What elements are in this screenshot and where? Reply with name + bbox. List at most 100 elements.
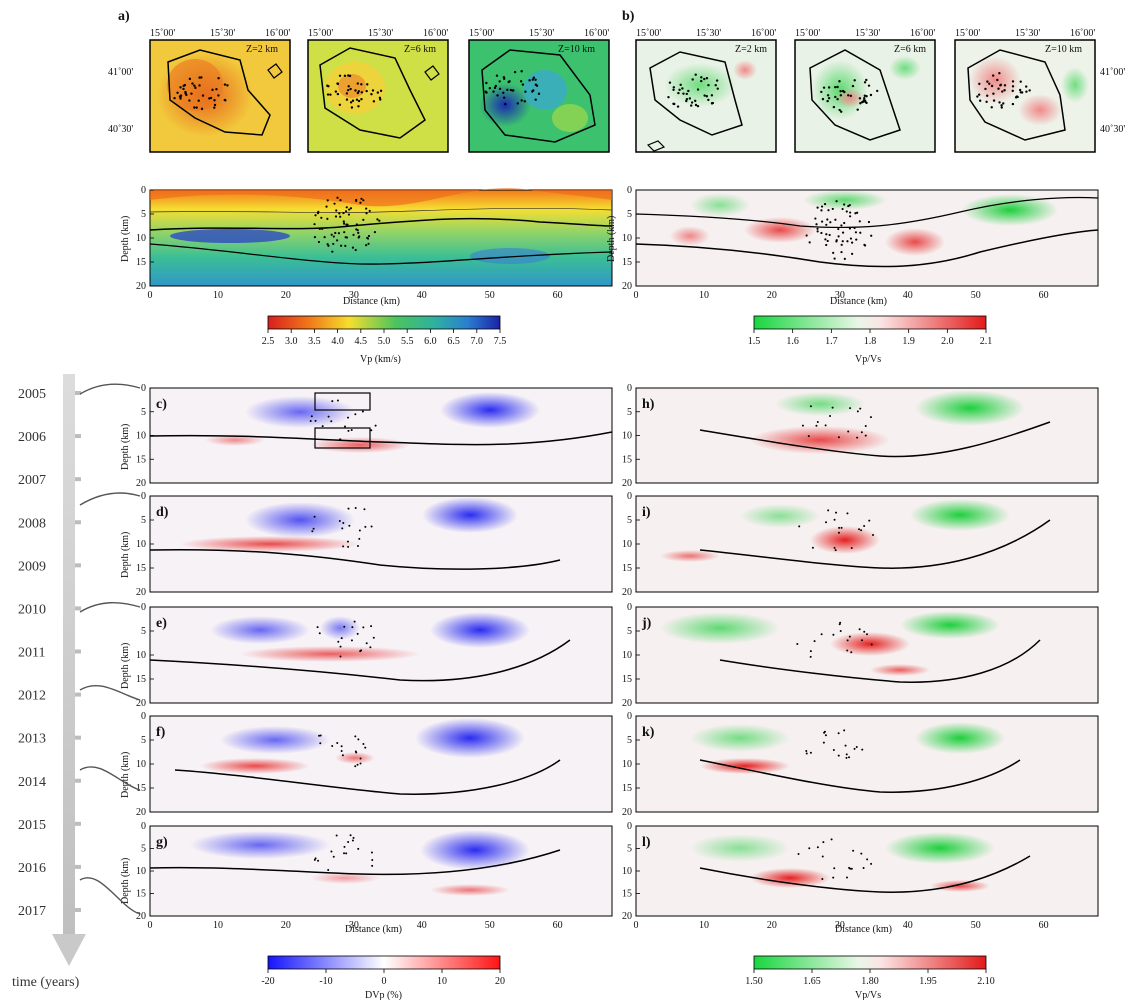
sec-vpvs-2-depth-tick: 0 bbox=[627, 602, 632, 613]
sec-b-distance-tick: 20 bbox=[767, 290, 777, 301]
panel-label-j: j) bbox=[641, 616, 652, 631]
map-b-annotations: 15˚00' 15˚30' 16˚00' 15˚00' 15˚30' 16˚00… bbox=[636, 28, 1125, 135]
vpvs-cross-section bbox=[635, 189, 1099, 287]
dvp-cb-tick: 0 bbox=[382, 976, 387, 987]
vpvs-top-cb-tick: 1.5 bbox=[748, 336, 761, 347]
vpvs-colorbar-bottom-label: Vp/Vs bbox=[855, 990, 881, 1000]
depth-axis-label-d: Depth (km) bbox=[120, 532, 131, 578]
lat-tick-4030-b: 40˚30' bbox=[1100, 124, 1125, 135]
lat-tick-4030-a: 40˚30' bbox=[108, 124, 133, 135]
vp-cross-section bbox=[149, 188, 613, 287]
vp-colorbar-label: Vp (km/s) bbox=[360, 354, 401, 365]
sec-dvp-4-depth-tick: 10 bbox=[136, 866, 146, 877]
sec-dvp-4-depth-tick: 5 bbox=[141, 844, 146, 855]
sec-b-distance-tick: 10 bbox=[699, 290, 709, 301]
panel-label-c: c) bbox=[156, 397, 167, 412]
year-label: 2009 bbox=[18, 559, 46, 574]
year-label: 2008 bbox=[18, 516, 46, 531]
lon-tick-1530-b1: 15˚30' bbox=[696, 28, 721, 39]
year-label: 2007 bbox=[18, 473, 46, 488]
sec-vpvs-3-depth-tick: 10 bbox=[622, 759, 632, 770]
sec-a-distance-tick: 10 bbox=[213, 290, 223, 301]
year-label: 2013 bbox=[18, 732, 46, 747]
dvp-cb-tick: 20 bbox=[495, 976, 505, 987]
lon-tick-1500-b1: 15˚00' bbox=[636, 28, 661, 39]
sec-vpvs-0-depth-tick: 20 bbox=[622, 478, 632, 489]
vpvs-bottom-cb-tick: 2.10 bbox=[977, 976, 995, 987]
vp-colorbar: Vp (km/s) bbox=[267, 315, 501, 365]
seismicity-dots bbox=[173, 70, 1031, 880]
vp-map-z2 bbox=[149, 39, 291, 153]
vp-cb-tick: 7.5 bbox=[494, 336, 507, 347]
sec-dvp-4-distance-tick: 60 bbox=[553, 920, 563, 931]
vpvs-top-cb-tick: 1.6 bbox=[786, 336, 799, 347]
depth-label-z2-a: Z=2 km bbox=[246, 44, 278, 55]
sec-a-distance-tick: 20 bbox=[281, 290, 291, 301]
sec-vpvs-4-distance-tick: 60 bbox=[1039, 920, 1049, 931]
sec-dvp-4-distance-tick: 20 bbox=[281, 920, 291, 931]
year-label: 2010 bbox=[18, 602, 46, 617]
depth-label-z2-b: Z=2 km bbox=[735, 44, 767, 55]
vp-cb-tick: 2.5 bbox=[262, 336, 275, 347]
sec-dvp-1-depth-tick: 20 bbox=[136, 587, 146, 598]
sec-vpvs-4-depth-tick: 10 bbox=[622, 866, 632, 877]
depth-axis-label-f: Depth (km) bbox=[120, 752, 131, 798]
lon-tick-1530-a3: 15˚30' bbox=[529, 28, 554, 39]
vpvs-section-h bbox=[635, 387, 1099, 484]
panel-label-f: f) bbox=[156, 725, 166, 740]
sec-dvp-0-depth-tick: 20 bbox=[136, 478, 146, 489]
lon-tick-1530-a2: 15˚30' bbox=[368, 28, 393, 39]
top-section-axes: Depth (km) Depth (km) Distance (km) Dist… bbox=[120, 216, 887, 307]
vp-cb-tick: 4.5 bbox=[355, 336, 368, 347]
dvp-cb-tick: -20 bbox=[261, 976, 274, 987]
vpvs-top-cb-tick: 2.1 bbox=[980, 336, 993, 347]
sec-vpvs-3-depth-tick: 20 bbox=[622, 807, 632, 818]
sec-a-depth-tick: 5 bbox=[141, 209, 146, 220]
sec-dvp-4-depth-tick: 15 bbox=[136, 889, 146, 900]
vpvs-section-j bbox=[635, 606, 1099, 704]
lower-section-axes: Depth (km) Depth (km) Depth (km) Depth (… bbox=[120, 424, 892, 935]
sec-vpvs-3-depth-tick: 5 bbox=[627, 735, 632, 746]
sec-dvp-1-depth-tick: 5 bbox=[141, 515, 146, 526]
distance-axis-label-a: Distance (km) bbox=[343, 296, 400, 307]
sec-dvp-0-depth-tick: 5 bbox=[141, 407, 146, 418]
dvp-section-e bbox=[149, 606, 613, 704]
distance-axis-label-b: Distance (km) bbox=[830, 296, 887, 307]
sec-b-depth-tick: 5 bbox=[627, 209, 632, 220]
lon-tick-1600-a3: 16˚00' bbox=[584, 28, 609, 39]
sec-vpvs-4-distance-tick: 0 bbox=[634, 920, 639, 931]
sec-vpvs-4-distance-tick: 10 bbox=[699, 920, 709, 931]
time-axis-label: time (years) bbox=[12, 975, 80, 990]
sec-a-distance-tick: 30 bbox=[349, 290, 359, 301]
sec-dvp-3-depth-tick: 10 bbox=[136, 759, 146, 770]
sec-vpvs-1-depth-tick: 15 bbox=[622, 563, 632, 574]
timeline-link bbox=[79, 877, 141, 915]
vpvs-bottom-cb-tick: 1.80 bbox=[861, 976, 879, 987]
sec-dvp-4-depth-tick: 20 bbox=[136, 911, 146, 922]
dvp-section-g bbox=[149, 825, 613, 917]
vp-cb-tick: 3.0 bbox=[285, 336, 298, 347]
sec-vpvs-3-depth-tick: 15 bbox=[622, 783, 632, 794]
sec-b-depth-tick: 20 bbox=[622, 281, 632, 292]
lon-tick-1500-b2: 15˚00' bbox=[795, 28, 820, 39]
sec-vpvs-0-depth-tick: 15 bbox=[622, 454, 632, 465]
lon-tick-1500-a3: 15˚00' bbox=[469, 28, 494, 39]
vp-depth-maps bbox=[149, 39, 610, 153]
dvp-colorbar-label: DVp (%) bbox=[365, 990, 402, 1000]
vpvs-colorbar-top-label: Vp/Vs bbox=[855, 354, 881, 365]
sec-vpvs-4-distance-tick: 30 bbox=[835, 920, 845, 931]
sec-dvp-3-depth-tick: 20 bbox=[136, 807, 146, 818]
depth-label-z10-b: Z=10 km bbox=[1045, 44, 1082, 55]
sec-b-distance-tick: 40 bbox=[903, 290, 913, 301]
lon-tick-1530-b3: 15˚30' bbox=[1015, 28, 1040, 39]
timeline-link bbox=[79, 685, 141, 701]
lon-tick-1600-b1: 16˚00' bbox=[751, 28, 776, 39]
lon-tick-1600-b3: 16˚00' bbox=[1070, 28, 1095, 39]
year-label: 2006 bbox=[18, 430, 46, 445]
panel-letters: c) d) e) f) g) h) i) j) k) l) bbox=[156, 397, 655, 850]
panel-label-l: l) bbox=[642, 835, 651, 850]
vpvs-map-z2 bbox=[635, 39, 777, 153]
lon-tick-1600-a2: 16˚00' bbox=[423, 28, 448, 39]
sec-dvp-4-distance-tick: 10 bbox=[213, 920, 223, 931]
